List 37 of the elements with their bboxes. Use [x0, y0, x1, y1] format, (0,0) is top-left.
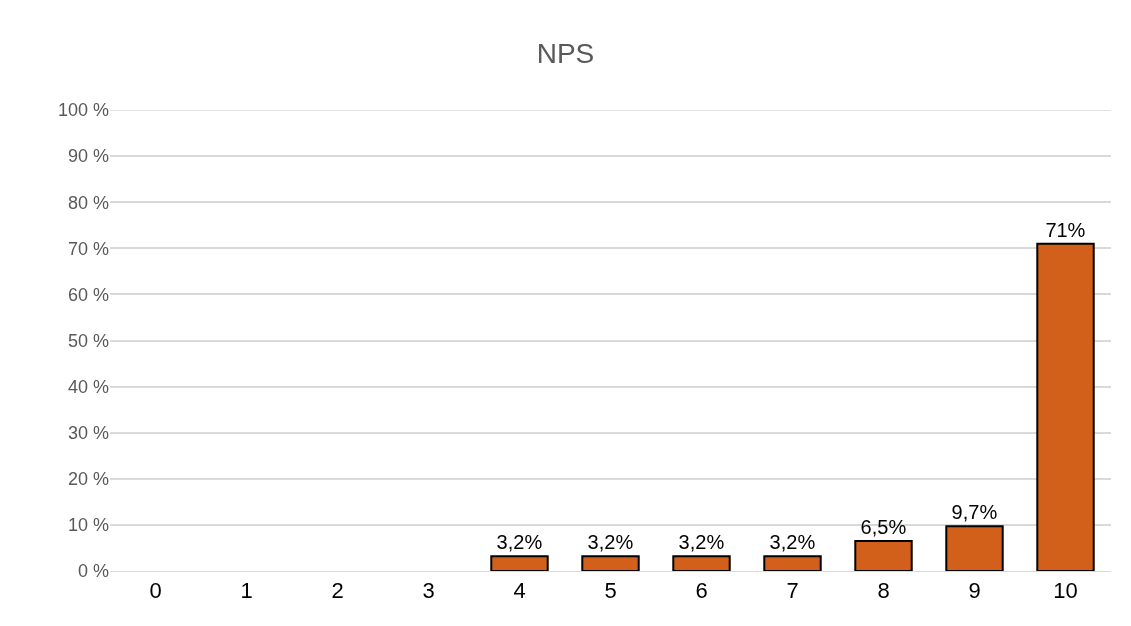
x-tick-label: 3 — [422, 578, 435, 604]
x-tick-label: 4 — [513, 578, 526, 604]
data-label: 3,2% — [678, 531, 725, 554]
data-label: 3,2% — [496, 531, 543, 554]
y-tick-label: 90 % — [67, 146, 109, 167]
data-label: 6,5% — [860, 516, 907, 539]
data-label: 3,2% — [587, 531, 634, 554]
x-tick-label: 6 — [695, 578, 708, 604]
bar — [945, 525, 1004, 571]
x-tick-label: 8 — [877, 578, 890, 604]
y-tick-label: 30 % — [67, 423, 109, 443]
x-tick-label: 9 — [968, 578, 981, 604]
y-tick-label: 20 % — [67, 469, 109, 490]
y-tick-label: 70 % — [67, 238, 109, 259]
chart-title: NPS — [536, 38, 595, 70]
x-tick-label: 2 — [331, 578, 344, 604]
x-tick-label: 1 — [240, 578, 253, 604]
bar — [854, 540, 913, 571]
bar — [581, 555, 640, 571]
bar — [1036, 242, 1095, 571]
bar — [763, 555, 822, 571]
y-tick-label: 10 % — [67, 515, 109, 536]
x-tick-label: 7 — [786, 578, 799, 604]
x-tick-label: 10 — [1053, 578, 1078, 604]
data-label: 71% — [1045, 218, 1086, 241]
y-tick-label: 100 % — [57, 100, 109, 121]
y-tick-label: 50 % — [67, 330, 109, 351]
x-tick-label: 0 — [149, 578, 162, 604]
data-label: 3,2% — [769, 531, 816, 554]
bar — [672, 555, 731, 571]
data-label: 9,7% — [951, 501, 998, 524]
y-tick-label: 0 % — [77, 561, 109, 582]
x-tick-label: 5 — [604, 578, 617, 604]
y-tick-label: 60 % — [67, 284, 109, 305]
y-tick-label: 80 % — [67, 192, 109, 213]
y-tick-label: 40 % — [67, 376, 109, 397]
bar — [490, 555, 549, 571]
